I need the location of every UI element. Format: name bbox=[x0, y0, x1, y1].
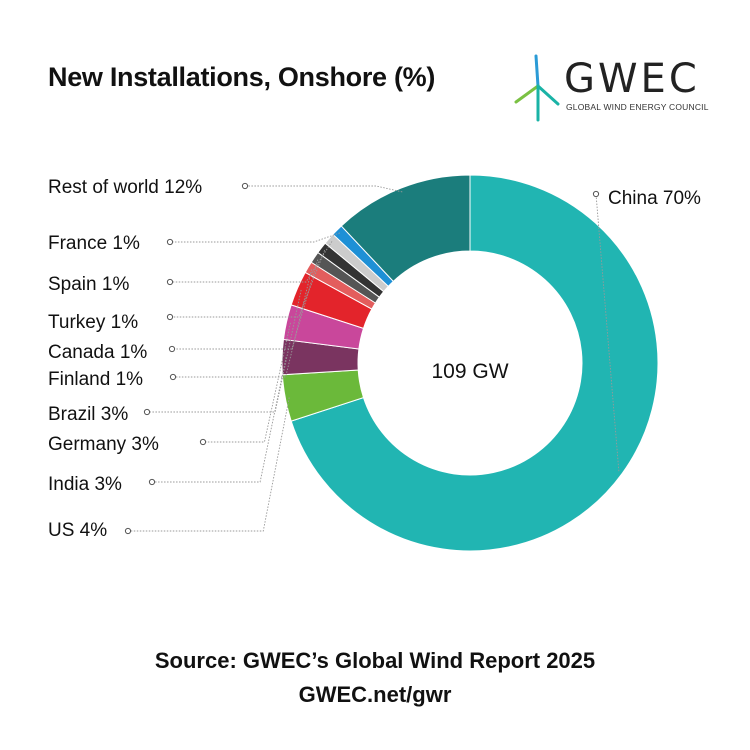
wind-turbine-icon bbox=[514, 54, 560, 122]
gwec-logo: GWEC GLOBAL WIND ENERGY COUNCIL bbox=[512, 52, 708, 122]
leader-dot-india bbox=[148, 478, 156, 486]
slice-china bbox=[290, 174, 659, 552]
leader-line-china bbox=[595, 193, 620, 472]
leader-line-spain bbox=[170, 241, 333, 283]
leader-line-us bbox=[128, 397, 290, 532]
slice-label-us: US 4% bbox=[48, 520, 107, 541]
leader-dot-us bbox=[124, 527, 132, 535]
leader-dot-turkey bbox=[166, 313, 174, 321]
source-note: Source: GWEC’s Global Wind Report 2025 bbox=[154, 648, 596, 673]
leader-dot-france bbox=[166, 238, 174, 246]
slice-label-china: China 70% bbox=[608, 188, 701, 209]
leader-dot-brazil bbox=[143, 408, 151, 416]
leader-dot-germany bbox=[199, 438, 207, 446]
leader-dot-rest-of-world bbox=[241, 182, 249, 190]
leader-line-france bbox=[170, 232, 341, 243]
source-url: GWEC.net/gwr bbox=[298, 682, 452, 707]
leader-line-germany bbox=[203, 322, 291, 443]
slice-label-brazil: Brazil 3% bbox=[48, 404, 128, 425]
donut-center-label: 109 GW bbox=[431, 360, 508, 383]
slice-rest-of-world bbox=[340, 174, 471, 283]
leader-line-rest-of-world bbox=[245, 185, 403, 193]
leader-line-brazil bbox=[147, 289, 302, 413]
logo-subtitle: GLOBAL WIND ENERGY COUNCIL bbox=[566, 102, 709, 112]
leader-line-india bbox=[152, 357, 287, 483]
leader-line-finland bbox=[173, 269, 313, 378]
slice-label-finland: Finland 1% bbox=[48, 369, 143, 390]
leader-dot-spain bbox=[166, 278, 174, 286]
leader-dot-canada bbox=[168, 345, 176, 353]
slice-label-turkey: Turkey 1% bbox=[48, 312, 138, 333]
logo-wordmark: GWEC bbox=[564, 56, 700, 102]
leader-line-turkey bbox=[170, 250, 326, 318]
slice-label-germany: Germany 3% bbox=[48, 434, 159, 455]
slice-label-rest-of-world: Rest of world 12% bbox=[48, 177, 202, 198]
slice-label-france: France 1% bbox=[48, 233, 140, 254]
leader-dot-china bbox=[592, 190, 600, 198]
chart-title: New Installations, Onshore (%) bbox=[48, 62, 436, 92]
slice-label-india: India 3% bbox=[48, 474, 122, 495]
slice-label-canada: Canada 1% bbox=[48, 342, 147, 363]
leader-dot-finland bbox=[169, 373, 177, 381]
slice-label-spain: Spain 1% bbox=[48, 274, 129, 295]
